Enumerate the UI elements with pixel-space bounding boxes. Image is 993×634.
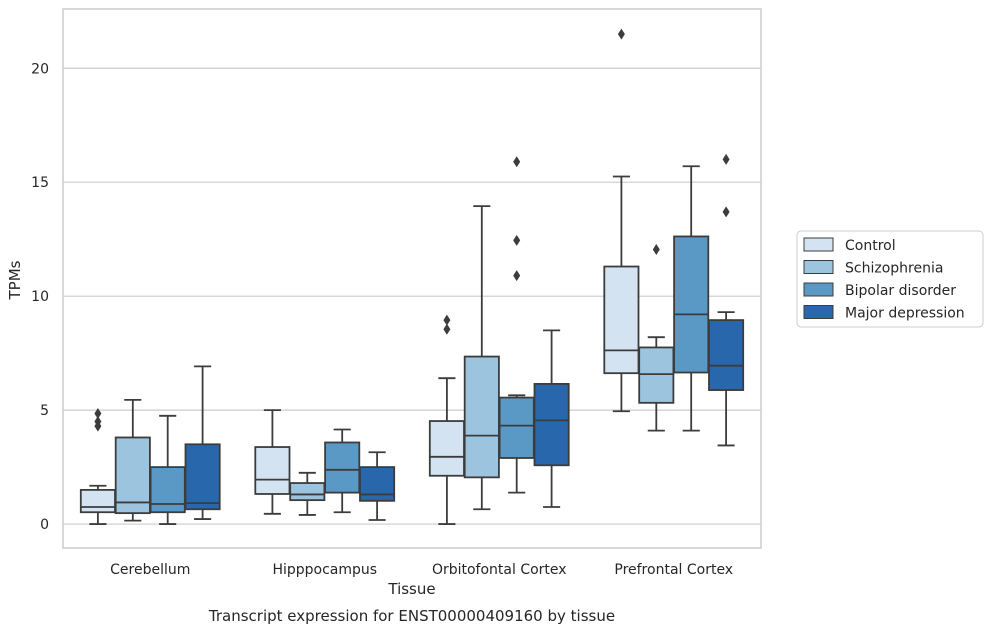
box-body: [638, 346, 675, 404]
x-tick-label: Orbitofontal Cortex: [432, 562, 567, 578]
x-tick-label: Prefrontal Cortex: [614, 562, 733, 578]
box-1-3: [359, 451, 396, 521]
box-3-1: [638, 243, 675, 432]
box-body: [149, 466, 186, 514]
x-axis-ticks: Cerebellum Hipppocampus Orbitofontal Corte…: [110, 562, 733, 578]
x-axis-label: Tissue: [387, 580, 435, 598]
box-2-3: [533, 329, 570, 508]
legend-label: Bipolar disorder: [845, 283, 956, 299]
box-body: [428, 420, 465, 477]
outlier-point: [513, 270, 521, 282]
legend-swatch: [803, 305, 834, 319]
outlier-point: [513, 234, 521, 246]
box-2-2: [498, 156, 535, 494]
box-body: [184, 443, 221, 511]
y-tick-label: 5: [40, 403, 49, 419]
box-2-1: [463, 205, 500, 511]
box-3-2: [673, 165, 710, 432]
legend-swatch: [803, 282, 834, 297]
y-tick-label: 0: [40, 517, 49, 533]
box-body: [324, 441, 361, 494]
box-3-0: [603, 28, 640, 413]
legend-frame: [796, 230, 984, 328]
plot-area-background: [63, 9, 761, 548]
x-tick-label: Hipppocampus: [272, 562, 377, 578]
legend-label: Major depression: [845, 306, 965, 322]
outlier-point: [94, 408, 102, 420]
plot-area-frame: [62, 8, 762, 549]
box-body: [289, 482, 326, 502]
box-0-2: [149, 414, 186, 525]
y-tick-label: 10: [31, 289, 49, 305]
box-body: [673, 235, 710, 374]
outlier-point: [513, 156, 521, 168]
outlier-point: [722, 153, 730, 165]
outlier-point: [443, 323, 451, 335]
box-0-0: [79, 408, 116, 525]
legend-label: Schizophrenia: [845, 261, 943, 277]
box-0-3: [184, 365, 221, 520]
box-1-0: [254, 409, 291, 515]
box-body: [708, 319, 745, 391]
chart-caption: Transcript expression for ENST0000040916…: [208, 607, 615, 625]
box-0-1: [114, 398, 151, 522]
y-axis-label: TPMs: [6, 260, 24, 300]
y-tick-label: 20: [31, 61, 49, 77]
outlier-point: [617, 28, 625, 40]
y-tick-label: 15: [31, 175, 49, 191]
box-body: [114, 436, 151, 515]
outlier-point: [94, 416, 102, 428]
box-body: [79, 488, 116, 514]
y-axis-ticks: 0 5 10 15 20: [31, 61, 49, 533]
legend-swatch: [803, 237, 834, 252]
box-body: [254, 446, 291, 495]
box-body: [463, 355, 500, 479]
box-body: [603, 265, 640, 375]
outlier-point: [722, 206, 730, 218]
legend-swatch: [803, 260, 834, 274]
box-groups: [79, 28, 745, 525]
legend: Control Schizophrenia Bipolar disorder Majo…: [796, 230, 984, 328]
x-tick-label: Cerebellum: [110, 562, 190, 578]
box-3-3: [708, 153, 745, 447]
box-body: [498, 396, 535, 459]
box-body: [533, 383, 570, 467]
outlier-point: [443, 314, 451, 326]
outlier-point: [652, 243, 660, 255]
legend-label: Control: [845, 238, 896, 254]
grid-lines: [63, 67, 761, 525]
box-1-1: [289, 471, 326, 516]
box-body: [359, 466, 396, 502]
